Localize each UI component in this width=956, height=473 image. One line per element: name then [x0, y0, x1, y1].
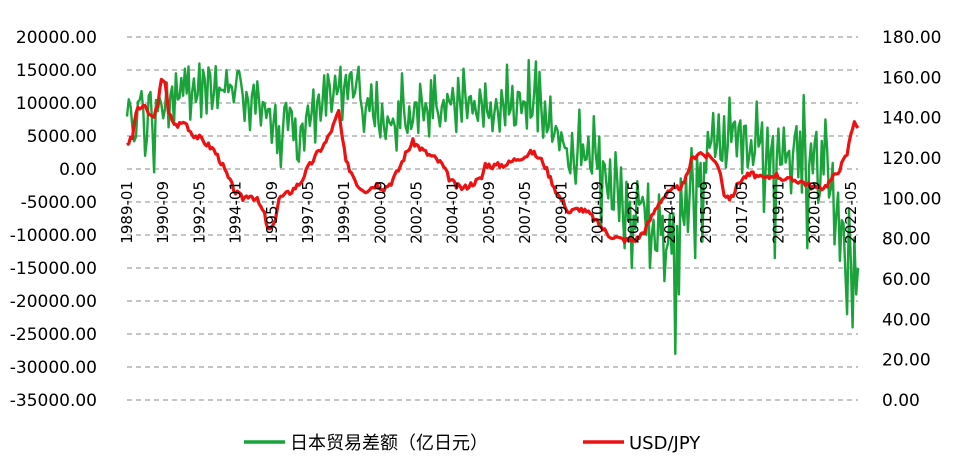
- x-tick-label: 2004-01: [444, 181, 462, 244]
- series-line-trade-balance: [125, 58, 860, 355]
- x-tick-label: 2002-05: [408, 181, 426, 244]
- x-tick-label: 2022-05: [842, 181, 860, 244]
- x-tick-label: 1995-09: [263, 181, 281, 244]
- x-tick-label: 2012-05: [625, 181, 643, 244]
- x-tick-label: 2014-01: [661, 181, 679, 244]
- right-y-tick-label: 80.00: [882, 230, 931, 250]
- legend: 日本贸易差额（亿日元） USD/JPY: [244, 433, 701, 454]
- left-y-axis: 20000.00 15000.00 10000.00 5000.00 0.00 -5000…: [10, 28, 97, 411]
- right-y-tick-label: 180.00: [882, 28, 941, 48]
- left-y-tick-label: -15000.00: [10, 259, 97, 279]
- right-y-tick-label: 0.00: [882, 391, 920, 411]
- x-axis: 1989-01 1990-09 1992-05 1994-01 1995-09 1997-…: [118, 181, 860, 244]
- series-lines: [125, 58, 860, 355]
- left-y-tick-label: 10000.00: [16, 94, 97, 114]
- left-y-tick-label: 5000.00: [27, 127, 97, 147]
- right-y-tick-label: 20.00: [882, 351, 931, 371]
- right-y-tick-label: 60.00: [882, 270, 931, 290]
- x-tick-label: 2009-01: [552, 181, 570, 244]
- x-tick-label: 2019-01: [769, 181, 787, 244]
- left-y-tick-label: -35000.00: [10, 391, 97, 411]
- x-tick-label: 1997-05: [299, 181, 317, 244]
- x-tick-label: 1990-09: [154, 181, 172, 244]
- left-y-tick-label: 15000.00: [16, 61, 97, 81]
- right-y-tick-label: 40.00: [882, 310, 931, 330]
- right-y-tick-label: 140.00: [882, 109, 941, 129]
- x-tick-label: 2007-05: [516, 181, 534, 244]
- x-tick-label: 1994-01: [227, 181, 245, 244]
- right-y-tick-label: 160.00: [882, 68, 941, 88]
- x-tick-label: 2020-09: [806, 181, 824, 244]
- x-tick-label: 2010-09: [588, 181, 606, 244]
- x-tick-label: 2005-09: [480, 181, 498, 244]
- x-tick-label: 1999-01: [335, 181, 353, 244]
- right-y-tick-label: 120.00: [882, 149, 941, 169]
- left-y-tick-label: -30000.00: [10, 358, 97, 378]
- series-line-usdjpy: [126, 77, 860, 244]
- left-y-tick-label: 20000.00: [16, 28, 97, 48]
- x-tick-label: 2015-09: [697, 181, 715, 244]
- left-y-tick-label: 0.00: [59, 160, 97, 180]
- left-y-tick-label: -5000.00: [21, 193, 97, 213]
- left-y-tick-label: -25000.00: [10, 325, 97, 345]
- left-y-tick-label: -20000.00: [10, 292, 97, 312]
- x-tick-label: 1989-01: [118, 181, 136, 244]
- x-tick-label: 2000-09: [371, 181, 389, 244]
- legend-label-usdjpy: USD/JPY: [629, 433, 701, 454]
- right-y-axis: 180.00 160.00 140.00 120.00 100.00 80.00 60.00…: [882, 28, 941, 411]
- left-y-tick-label: -10000.00: [10, 226, 97, 246]
- x-tick-label: 2017-05: [733, 181, 751, 244]
- right-y-tick-label: 100.00: [882, 189, 941, 209]
- x-tick-label: 1992-05: [190, 181, 208, 244]
- legend-label-trade-balance: 日本贸易差额（亿日元）: [290, 433, 488, 454]
